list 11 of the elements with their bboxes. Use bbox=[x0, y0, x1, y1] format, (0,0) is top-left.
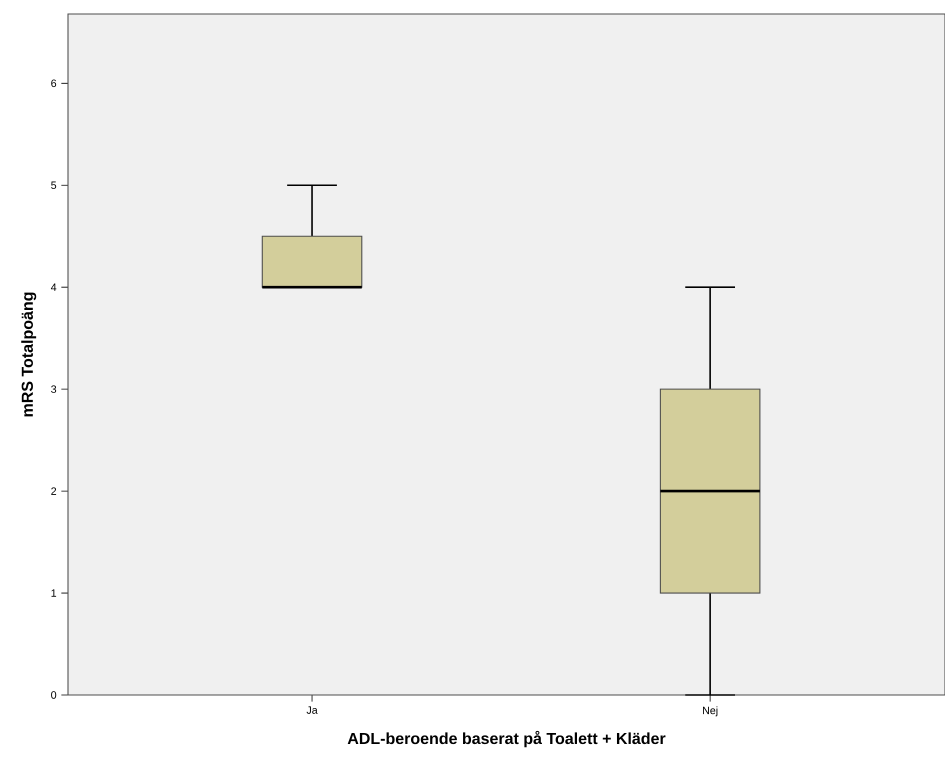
x-axis-title: ADL-beroende baserat på Toalett + Kläder bbox=[348, 730, 666, 748]
y-tick-label: 1 bbox=[52, 589, 56, 597]
y-tick-label: 6 bbox=[51, 80, 56, 88]
y-tick-label: 0 bbox=[51, 691, 56, 699]
y-axis-title: mRS Totalpoäng bbox=[21, 292, 36, 416]
y-tick-label: 2 bbox=[51, 487, 56, 495]
y-tick-label: 3 bbox=[51, 385, 56, 393]
x-tick-label: Nej bbox=[703, 706, 718, 716]
y-tick-label: 4 bbox=[50, 284, 56, 291]
y-tick-label: 5 bbox=[51, 182, 56, 189]
x-tick-label: Ja bbox=[306, 706, 318, 714]
